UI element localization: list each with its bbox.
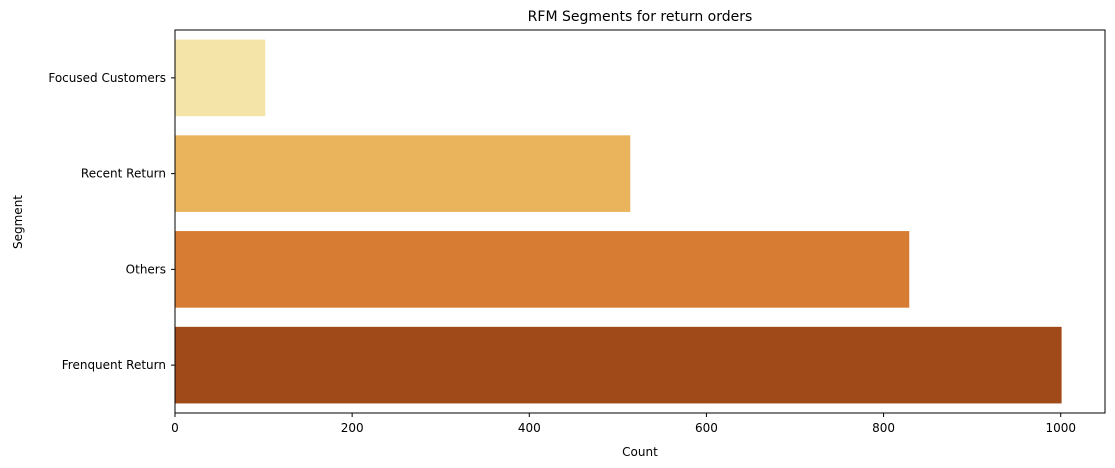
plot-frame [174, 29, 1106, 414]
y-axis-ticks: Focused Customers Recent Return Others Fren… [48, 71, 175, 372]
x-tick-label: 400 [518, 421, 541, 435]
x-axis-title: Count [622, 445, 658, 459]
y-tick-label: Others [126, 262, 166, 276]
x-tick-label: 200 [341, 421, 364, 435]
bars [175, 39, 1062, 404]
bar-frenquent-return [175, 326, 1062, 404]
chart-title: RFM Segments for return orders [528, 9, 753, 25]
y-axis-title: Segment [11, 195, 25, 249]
y-tick-label: Recent Return [81, 167, 166, 181]
x-tick-label: 0 [171, 421, 179, 435]
bar-focused-customers [175, 39, 266, 117]
bar-recent-return [175, 135, 631, 212]
y-tick-label: Focused Customers [48, 71, 166, 85]
x-tick-label: 1000 [1045, 421, 1076, 435]
y-tick-label: Frenquent Return [62, 358, 166, 372]
x-axis-ticks: 0 200 400 600 800 1000 [171, 413, 1076, 435]
bar-others [175, 231, 910, 308]
x-tick-label: 800 [872, 421, 895, 435]
x-tick-label: 600 [695, 421, 718, 435]
